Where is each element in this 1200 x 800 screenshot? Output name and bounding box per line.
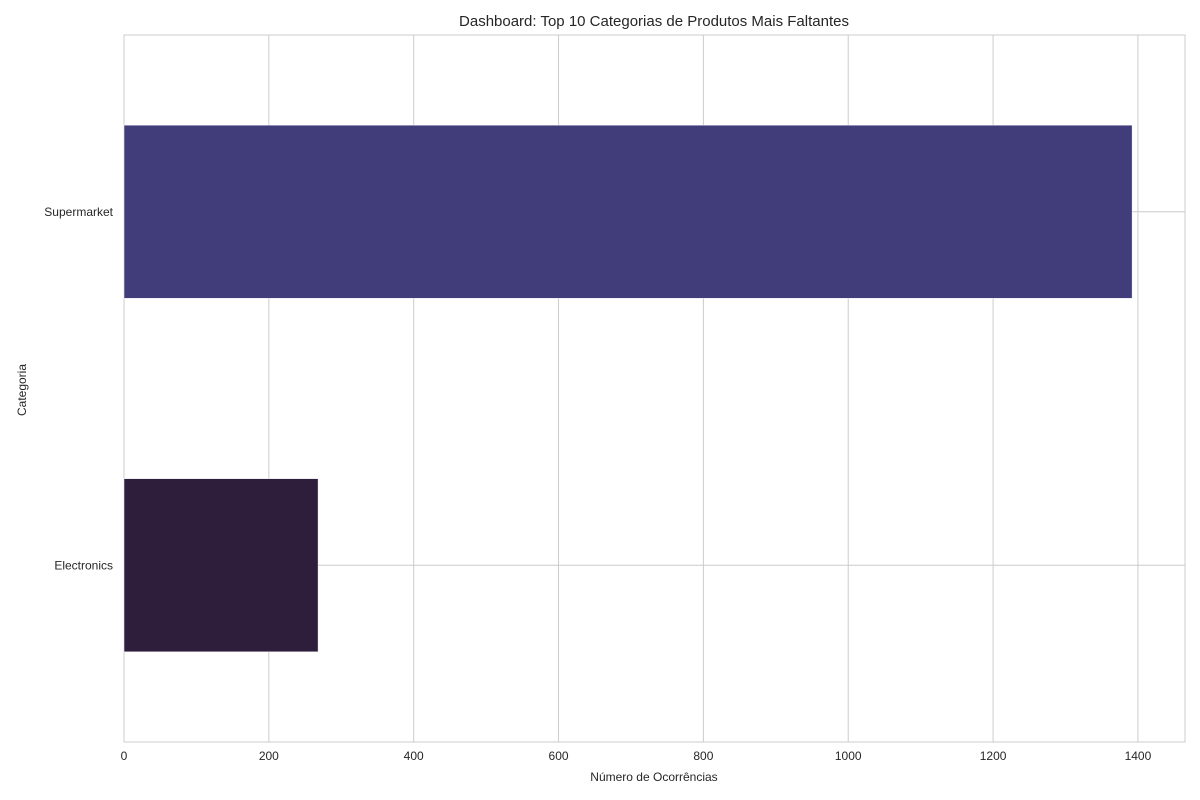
y-axis-label: Categoria (15, 364, 29, 416)
x-tick-label-7: 1400 (1125, 749, 1152, 763)
x-axis-label: Número de Ocorrências (590, 770, 717, 784)
x-tick-label-0: 0 (121, 749, 128, 763)
bars-layer (123, 124, 1133, 653)
x-tick-label-1: 200 (259, 749, 279, 763)
bar-electronics (123, 478, 319, 653)
x-tick-label-3: 600 (549, 749, 569, 763)
y-tick-label-supermarket: Supermarket (44, 205, 113, 219)
chart-title: Dashboard: Top 10 Categorias de Produtos… (459, 13, 849, 30)
plot-frame (123, 34, 1186, 743)
y-tick-labels: Supermarket Electronics (44, 205, 113, 573)
x-tick-label-5: 1000 (835, 749, 862, 763)
x-tick-labels: 0 200 400 600 800 1000 1200 1400 (121, 749, 1152, 763)
x-tick-label-6: 1200 (980, 749, 1007, 763)
bar-supermarket (123, 124, 1133, 299)
y-tick-label-electronics: Electronics (54, 558, 113, 572)
x-tick-label-2: 400 (404, 749, 424, 763)
x-tick-label-4: 800 (693, 749, 713, 763)
